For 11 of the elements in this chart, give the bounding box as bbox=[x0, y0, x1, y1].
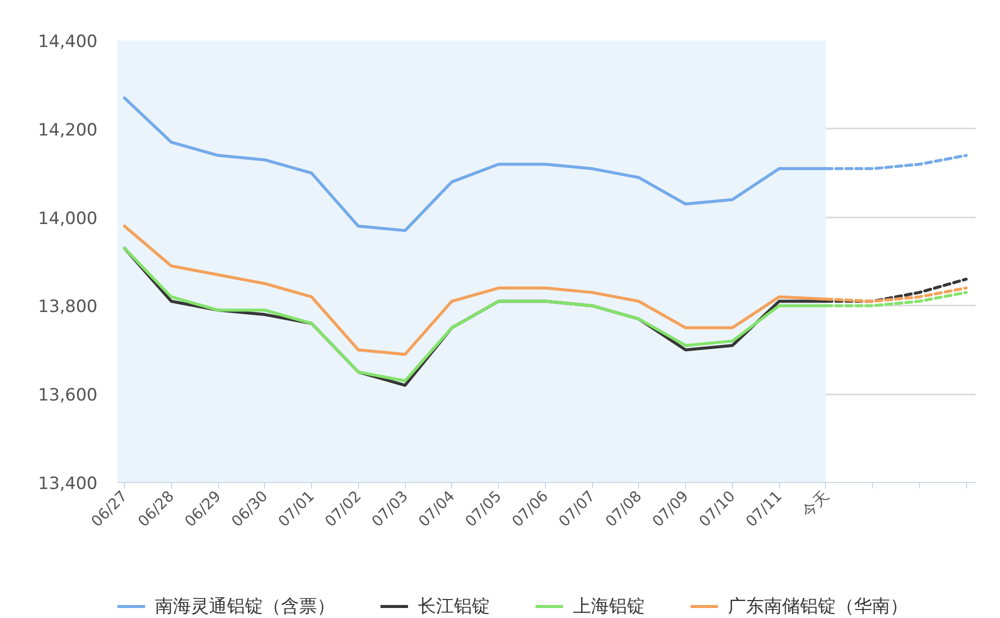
y-tick-label: 13,600 bbox=[38, 386, 98, 406]
legend-label: 广东南储铝锭（华南） bbox=[728, 595, 908, 618]
legend-label: 南海灵通铝锭（含票） bbox=[155, 595, 335, 618]
y-tick-label: 13,800 bbox=[38, 297, 98, 318]
legend-label: 长江铝锭 bbox=[418, 595, 490, 618]
y-tick-label: 14,000 bbox=[38, 208, 98, 229]
y-tick-label: 14,200 bbox=[38, 120, 98, 140]
x-tick-label: 今天 bbox=[798, 487, 832, 522]
y-tick-label: 14,400 bbox=[38, 32, 98, 52]
y-tick-label: 13,400 bbox=[38, 474, 98, 494]
legend-label: 上海铝锭 bbox=[573, 595, 645, 618]
